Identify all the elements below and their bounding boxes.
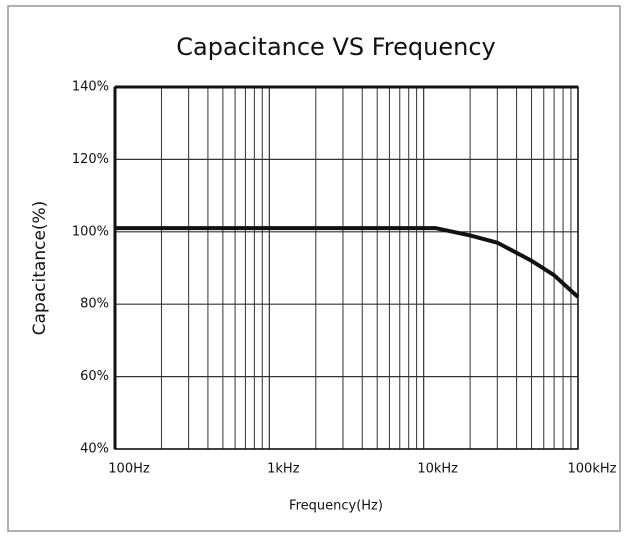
x-tick-label: 1kHz xyxy=(267,462,300,477)
x-tick-label: 100kHz xyxy=(568,462,617,477)
y-tick-label: 40% xyxy=(80,442,109,457)
chart-title: Capacitance VS Frequency xyxy=(176,33,495,61)
y-axis-label: Capacitance(%) xyxy=(30,201,50,336)
data-line xyxy=(115,226,580,299)
y-tick-label: 120% xyxy=(72,152,109,167)
x-tick-label: 100Hz xyxy=(108,462,150,477)
y-tick-label: 60% xyxy=(80,369,109,384)
y-tick-label: 140% xyxy=(72,80,109,95)
frame xyxy=(7,5,621,532)
y-tick-label: 80% xyxy=(80,297,109,312)
y-tick-label: 100% xyxy=(72,224,109,239)
x-axis-label: Frequency(Hz) xyxy=(289,499,383,514)
x-tick-label: 10kHz xyxy=(417,462,458,477)
